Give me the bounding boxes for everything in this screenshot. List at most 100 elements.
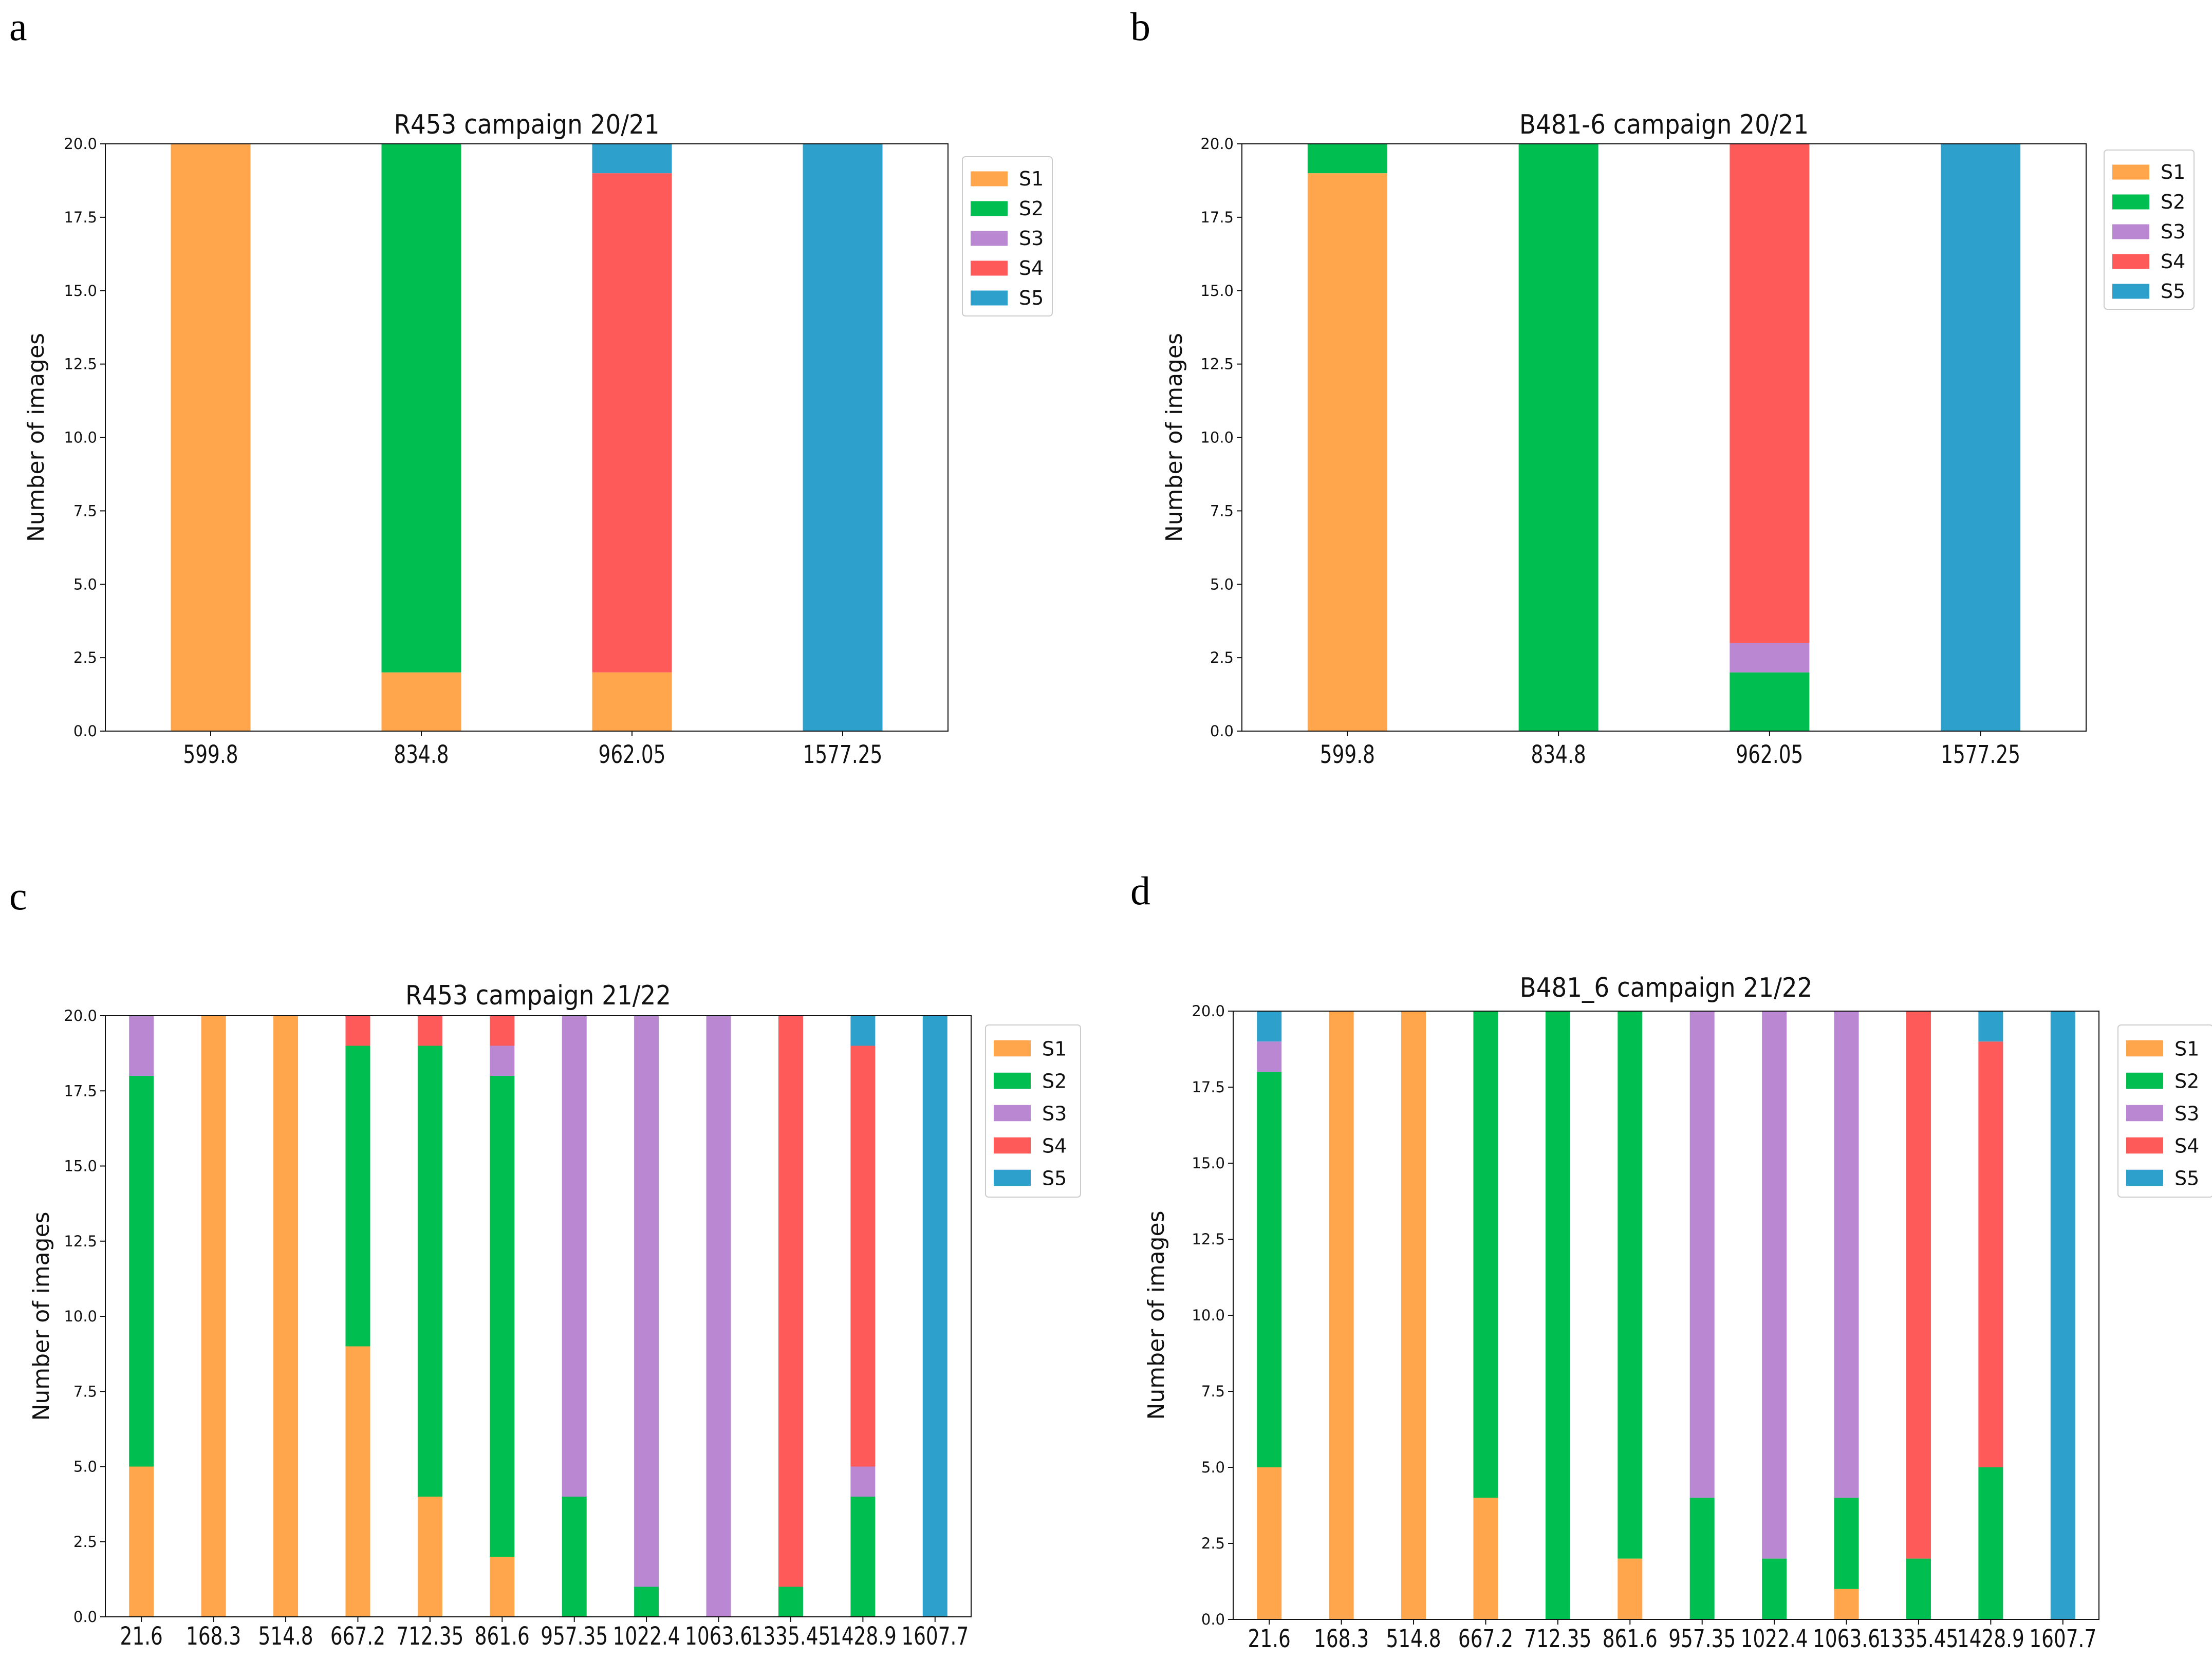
- bar-segment-s5: [2050, 1011, 2075, 1619]
- bar-segment-s2: [1730, 672, 1810, 731]
- x-tick-label: 712.35: [1524, 1625, 1591, 1654]
- bar-segment-s2: [1834, 1498, 1859, 1589]
- bar-segment-s5: [592, 144, 672, 174]
- bar-segment-s1: [490, 1557, 515, 1617]
- bar-segment-s1: [1329, 1011, 1354, 1619]
- x-tick-label: 1428.9: [829, 1622, 897, 1651]
- bar-segment-s1: [1401, 1011, 1426, 1619]
- legend-label-s2: S2: [1019, 197, 1044, 220]
- bar-segment-s3: [490, 1046, 515, 1076]
- bar-segment-s5: [1941, 144, 2021, 731]
- legend-swatch-s2: [994, 1072, 1031, 1089]
- bar-segment-s1: [129, 1466, 154, 1617]
- legend-swatch-s2: [971, 201, 1008, 216]
- bar-segment-s4: [345, 1016, 370, 1046]
- y-tick-label: 10.0: [64, 1308, 97, 1325]
- bar-segment-s4: [1730, 144, 1810, 643]
- bar-segment-s1: [1834, 1589, 1859, 1619]
- legend-label-s1: S1: [2174, 1037, 2199, 1060]
- legend-label-s3: S3: [2161, 220, 2185, 243]
- y-tick-label: 15.0: [1200, 282, 1234, 300]
- y-tick-label: 2.5: [73, 1533, 97, 1551]
- panel-letter: d: [1130, 868, 1150, 913]
- y-tick-label: 20.0: [1200, 135, 1234, 153]
- y-tick-label: 10.0: [1200, 429, 1234, 446]
- legend-swatch-s5: [2112, 284, 2149, 299]
- x-tick-label: 834.8: [394, 741, 449, 770]
- chart-title: R453 campaign 20/21: [394, 109, 660, 140]
- chart-panel-d: d B481_6 campaign 21/22 Number of images 0.…: [1130, 868, 2212, 1653]
- legend-label-s5: S5: [2161, 280, 2185, 303]
- x-tick-label: 1022.4: [613, 1622, 680, 1651]
- x-tick-label: 1577.25: [1941, 741, 2020, 770]
- chart-panel-a: a R453 campaign 20/21 Number of images 0.0 2…: [9, 4, 1053, 770]
- bar-segment-s5: [922, 1016, 947, 1617]
- y-tick-label: 17.5: [1192, 1078, 1225, 1096]
- y-tick-label: 5.0: [1210, 575, 1234, 593]
- y-tick-label: 7.5: [73, 1383, 97, 1400]
- x-tick-label: 1428.9: [1957, 1625, 2024, 1654]
- y-tick-label: 17.5: [64, 1082, 97, 1099]
- panel-letter: a: [9, 4, 27, 49]
- bar-segment-s1: [171, 144, 251, 731]
- legend-swatch-s1: [2112, 164, 2149, 180]
- bar-segment-s2: [1906, 1558, 1931, 1619]
- y-tick-label: 5.0: [73, 575, 97, 593]
- bar-segment-s2: [490, 1076, 515, 1557]
- x-tick-label: 667.2: [330, 1622, 385, 1651]
- bar-segment-s4: [490, 1016, 515, 1046]
- y-tick-label: 17.5: [1200, 209, 1234, 226]
- legend-swatch-s2: [2112, 194, 2149, 210]
- x-tick-label: 957.35: [541, 1622, 608, 1651]
- y-tick-label: 20.0: [64, 1007, 97, 1024]
- bar-segment-s2: [1978, 1467, 2003, 1619]
- y-tick-label: 20.0: [1192, 1002, 1225, 1020]
- legend-swatch-s3: [2112, 224, 2149, 239]
- legend-swatch-s3: [994, 1105, 1031, 1122]
- bar-segment-s2: [1762, 1558, 1787, 1619]
- legend-swatch-s4: [971, 260, 1008, 276]
- legend: S1 S2 S3 S4 S5: [2117, 1024, 2212, 1198]
- bar-segment-s1: [592, 672, 672, 731]
- x-tick-label: 834.8: [1531, 741, 1586, 770]
- panel-letter: b: [1130, 4, 1150, 49]
- legend-box: [985, 1024, 1081, 1198]
- legend: S1 S2 S3 S4 S5: [985, 1024, 1081, 1198]
- y-tick-label: 10.0: [1192, 1307, 1225, 1324]
- x-tick-label: 1022.4: [1741, 1625, 1808, 1654]
- legend-label-s1: S1: [1042, 1037, 1067, 1060]
- legend-swatch-s1: [971, 171, 1008, 186]
- legend-label-s3: S3: [2174, 1102, 2199, 1125]
- bar-segment-s4: [1906, 1011, 1931, 1559]
- bar-segment-s2: [1518, 144, 1598, 731]
- legend-swatch-s5: [971, 290, 1008, 306]
- y-tick-label: 7.5: [73, 502, 97, 519]
- x-tick-label: 21.6: [1248, 1625, 1291, 1654]
- legend: S1 S2 S3 S4 S5: [962, 156, 1053, 316]
- bar-segment-s1: [1473, 1498, 1498, 1619]
- bar-segment-s3: [850, 1466, 876, 1497]
- legend-swatch-s4: [2126, 1137, 2163, 1154]
- bar-segment-s2: [1689, 1498, 1715, 1619]
- bar-segment-s1: [273, 1016, 299, 1617]
- y-axis-label: Number of images: [28, 1211, 54, 1421]
- bar-segment-s4: [592, 173, 672, 673]
- bar-segment-s2: [381, 144, 461, 673]
- bar-segment-s2: [1257, 1072, 1282, 1467]
- y-tick-label: 17.5: [64, 209, 97, 226]
- y-tick-label: 0.0: [1201, 1611, 1225, 1628]
- x-tick-label: 861.6: [475, 1622, 530, 1651]
- y-tick-label: 12.5: [64, 356, 97, 373]
- bar-segment-s3: [634, 1016, 659, 1587]
- legend-label-s4: S4: [2161, 250, 2185, 273]
- y-tick-label: 5.0: [73, 1458, 97, 1476]
- legend-label-s1: S1: [2161, 161, 2185, 183]
- legend-swatch-s3: [2126, 1105, 2163, 1122]
- bar-segment-s2: [417, 1046, 442, 1497]
- y-tick-label: 2.5: [1201, 1535, 1225, 1552]
- legend-label-s4: S4: [1019, 257, 1044, 279]
- legend-label-s4: S4: [1042, 1134, 1067, 1157]
- y-tick-label: 12.5: [1192, 1230, 1225, 1248]
- y-tick-label: 20.0: [64, 135, 97, 153]
- legend-label-s5: S5: [2174, 1167, 2199, 1189]
